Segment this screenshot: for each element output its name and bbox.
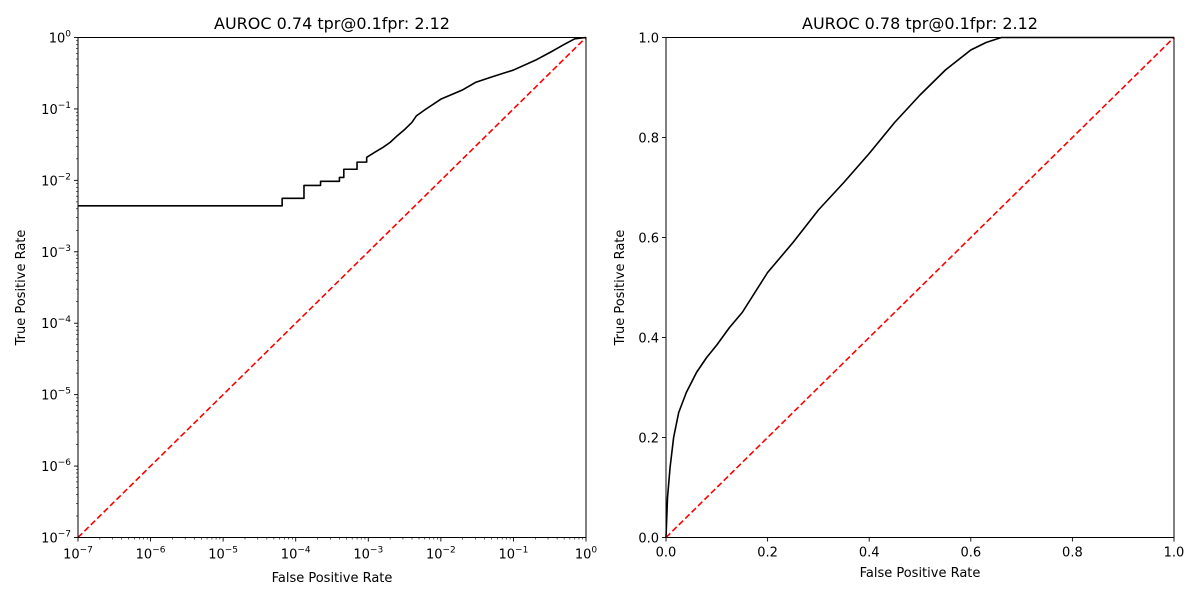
left-panel: AUROC 0.74 tpr@0.1fpr: 2.12 10−7 10−6 10−5… [14,14,597,586]
right-y-tick-label: 1.0 [638,32,659,47]
left-plot-area [77,36,587,539]
right-y-ticks: 0.0 0.2 0.4 0.6 0.8 1.0 [638,32,666,547]
right-x-tick-label: 0.0 [656,546,677,561]
left-y-ticks: 10−7 10−6 10−5 10−4 10−3 10−2 10−1 100 [41,30,78,547]
right-y-tick-label: 0.2 [638,432,659,447]
left-x-tick-label: 10−7 [63,546,93,563]
left-x-ticks: 10−7 10−6 10−5 10−4 10−3 10−2 10−1 100 [63,537,598,563]
left-y-axis-label: True Positive Rate [14,230,29,347]
right-x-ticks: 0.0 0.2 0.4 0.6 0.8 1.0 [656,537,1185,561]
right-y-tick-label: 0.0 [638,532,659,547]
left-chart-title: AUROC 0.74 tpr@0.1fpr: 2.12 [214,14,450,33]
left-x-axis-label: False Positive Rate [272,571,393,586]
left-y-tick-label: 10−4 [41,315,71,332]
left-x-tick-label: 10−2 [426,546,456,563]
right-y-tick-label: 0.6 [638,232,659,247]
right-y-tick-label: 0.4 [638,332,659,347]
left-x-tick-label: 100 [575,546,598,563]
left-x-tick-label: 10−5 [208,546,238,563]
right-x-tick-label: 0.6 [960,546,981,561]
right-x-tick-label: 0.2 [757,546,778,561]
right-plot-area [665,36,1175,539]
left-x-tick-label: 10−3 [353,546,383,563]
right-panel: AUROC 0.78 tpr@0.1fpr: 2.12 0.0 0.2 0.4 0.6… [613,14,1184,581]
left-roc-curve-line [78,36,587,207]
left-x-tick-label: 10−6 [136,546,166,563]
left-y-tick-label: 100 [49,30,72,47]
left-axes-frame [77,37,587,538]
left-y-tick-label: 10−5 [41,387,71,404]
right-roc-curve-line [665,36,1174,538]
right-chart-title: AUROC 0.78 tpr@0.1fpr: 2.12 [802,14,1038,33]
left-x-tick-label: 10−1 [499,546,529,563]
right-axes-frame [665,37,1175,538]
right-chance-diagonal-line [665,36,1175,539]
left-y-tick-label: 10−7 [41,530,71,547]
left-y-tick-label: 10−6 [41,458,71,475]
right-y-axis-label: True Positive Rate [613,230,628,347]
right-x-tick-label: 0.4 [859,546,880,561]
left-y-tick-label: 10−1 [41,101,71,118]
right-x-tick-label: 1.0 [1164,546,1185,561]
left-y-tick-label: 10−2 [41,172,71,189]
right-x-tick-label: 0.8 [1062,546,1083,561]
left-x-tick-label: 10−4 [281,546,311,563]
right-x-axis-label: False Positive Rate [860,566,981,581]
left-y-tick-label: 10−3 [41,244,71,261]
right-y-tick-label: 0.8 [638,132,659,147]
left-chance-diagonal-line [77,36,587,539]
